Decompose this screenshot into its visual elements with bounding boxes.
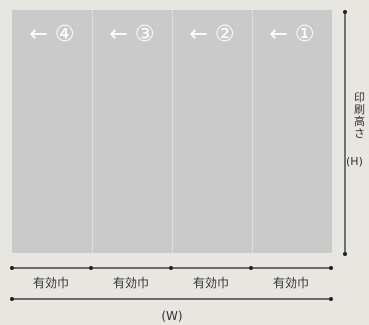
height-line-end-top <box>343 10 347 14</box>
height-unit-label: (H) <box>346 155 363 168</box>
height-label-char: 印 <box>354 91 365 104</box>
panel-divider <box>92 10 93 253</box>
height-label: 印 刷 高 さ <box>350 92 369 140</box>
total-width-label: (W) <box>161 309 183 323</box>
print-panel: ← ④ ← ③ ← ② ← ① <box>12 10 332 253</box>
panel-label-3: ← ③ <box>109 22 155 47</box>
height-label-char: 刷 <box>354 103 365 116</box>
panel-label-1: ← ① <box>269 22 315 47</box>
panel-label-4: ← ④ <box>29 22 75 47</box>
height-line-end-bottom <box>343 252 347 256</box>
effective-width-label-4: 有効巾 <box>272 276 309 290</box>
panel-divider <box>252 10 253 253</box>
height-label-char: さ <box>354 127 365 140</box>
effective-width-label-3: 有効巾 <box>192 276 229 290</box>
panel-divider <box>172 10 173 253</box>
effective-width-label-2: 有効巾 <box>112 276 149 290</box>
effective-width-label-1: 有効巾 <box>32 276 69 290</box>
panel-label-2: ← ② <box>189 22 235 47</box>
height-label-char: 高 <box>354 115 365 128</box>
